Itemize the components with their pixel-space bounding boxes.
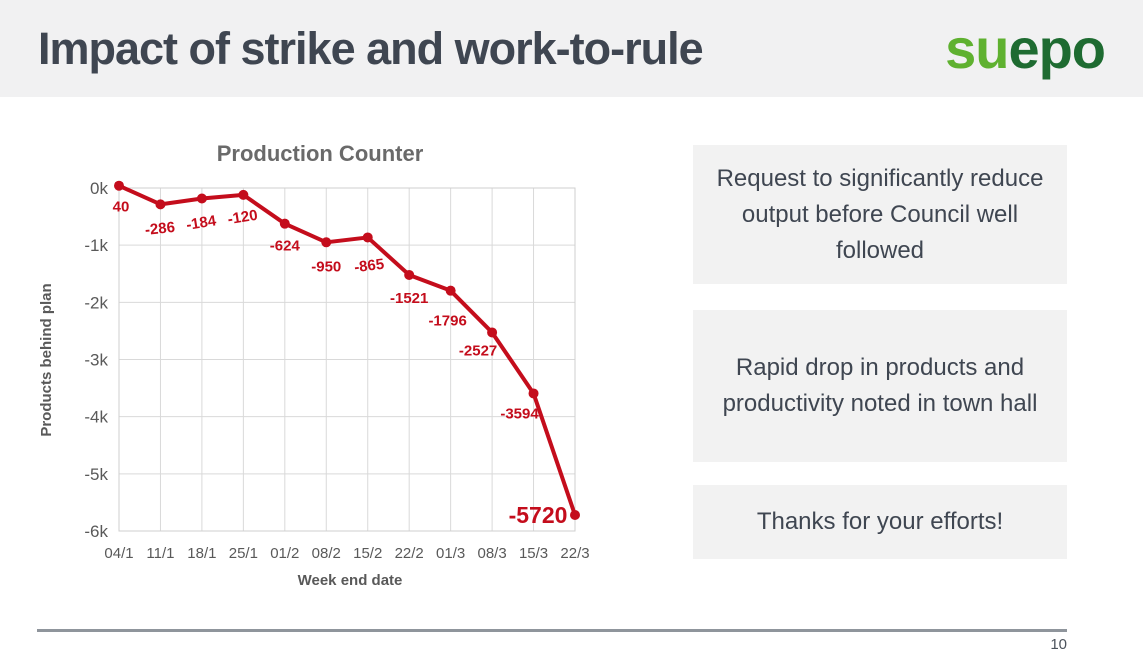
y-tick-label: -6k bbox=[84, 522, 108, 541]
x-tick-label: 22/3 bbox=[560, 545, 589, 562]
x-axis-label: Week end date bbox=[297, 572, 403, 589]
x-tick-label: 15/2 bbox=[353, 545, 382, 562]
data-label: -5720 bbox=[509, 502, 568, 528]
y-tick-label: -1k bbox=[84, 236, 108, 255]
data-label: -1796 bbox=[428, 313, 466, 330]
data-point bbox=[445, 285, 456, 296]
page-title: Impact of strike and work-to-rule bbox=[38, 22, 704, 74]
footer-divider bbox=[37, 629, 1067, 632]
data-label: -624 bbox=[270, 238, 301, 255]
note-box-request: Request to significantly reduce output b… bbox=[693, 145, 1067, 284]
data-point bbox=[487, 327, 498, 338]
data-label: -184 bbox=[185, 212, 218, 234]
data-point bbox=[238, 189, 249, 200]
x-tick-label: 11/1 bbox=[146, 545, 174, 562]
y-axis-label: Products behind plan bbox=[38, 283, 55, 437]
series-line bbox=[117, 183, 577, 517]
y-tick-label: -3k bbox=[84, 351, 108, 370]
x-tick-label: 08/2 bbox=[312, 545, 341, 562]
y-tick-label: 0k bbox=[90, 179, 108, 198]
x-tick-label: 01/3 bbox=[436, 545, 465, 562]
data-label: -3594 bbox=[500, 405, 539, 422]
data-point bbox=[362, 232, 373, 243]
y-tick-label: -2k bbox=[84, 293, 108, 312]
data-label: -120 bbox=[226, 207, 258, 228]
data-point bbox=[321, 237, 332, 248]
data-label: 40 bbox=[113, 199, 130, 216]
plot-border bbox=[118, 187, 576, 532]
data-point bbox=[114, 180, 124, 191]
x-tick-label: 25/1 bbox=[229, 545, 258, 562]
x-tick-label: 08/3 bbox=[477, 545, 506, 562]
x-tick-label: 22/2 bbox=[395, 545, 424, 562]
logo-text-su: su bbox=[945, 16, 1009, 80]
data-label: -865 bbox=[353, 256, 385, 277]
slide-header: Impact of strike and work-to-rule suepo bbox=[0, 0, 1143, 97]
data-label: -950 bbox=[311, 258, 341, 275]
data-point bbox=[404, 269, 415, 280]
suepo-logo: suepo bbox=[945, 20, 1106, 77]
note-box-thanks: Thanks for your efforts! bbox=[693, 485, 1067, 559]
logo-text-epo: epo bbox=[1008, 16, 1106, 80]
data-label: -1521 bbox=[390, 290, 428, 307]
data-point bbox=[155, 199, 166, 210]
data-point bbox=[528, 388, 539, 399]
x-tick-label: 18/1 bbox=[187, 545, 216, 562]
data-label: -286 bbox=[144, 219, 176, 239]
data-point bbox=[570, 509, 580, 520]
y-tick-label: -4k bbox=[84, 408, 108, 427]
x-tick-label: 01/2 bbox=[270, 545, 299, 562]
x-tick-label: 04/1 bbox=[104, 545, 133, 562]
data-point bbox=[279, 218, 290, 229]
chart-title: Production Counter bbox=[216, 141, 424, 166]
data-label: -2527 bbox=[459, 342, 497, 359]
page-number: 10 bbox=[1050, 636, 1067, 653]
y-tick-label: -5k bbox=[84, 465, 108, 484]
x-tick-label: 15/3 bbox=[519, 545, 548, 562]
note-box-rapid-drop: Rapid drop in products and productivity … bbox=[693, 310, 1067, 462]
data-point bbox=[196, 193, 207, 204]
